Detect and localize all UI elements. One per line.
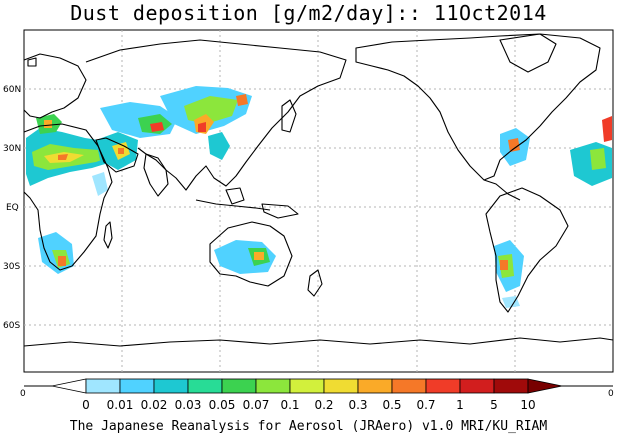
dust-kalahari-core: [58, 256, 66, 266]
latitude-labels: 60N 30N EQ 30S 60S: [3, 85, 21, 331]
colorbar-tick-label: 0.1: [280, 398, 299, 412]
coast-arabia: [95, 137, 139, 173]
coast-indonesia: [195, 199, 271, 211]
colorbar-tick-label: 0.2: [314, 398, 333, 412]
dust-field: [26, 86, 612, 308]
colorbar-left-end-label: 0: [20, 389, 26, 399]
dust-mongolia-core: [236, 94, 248, 106]
colorbar-tick-label: 0.5: [382, 398, 401, 412]
colorbar-swatch: [425, 378, 461, 394]
colorbar-tick-label: 0.3: [348, 398, 367, 412]
colorbar-tick-label: 0.01: [107, 398, 134, 412]
dust-gobi-mid: [184, 96, 238, 124]
dust-usa-core: [508, 138, 520, 152]
colorbar-swatch: [221, 378, 257, 394]
colorbar-swatch: [119, 378, 155, 394]
dust-atlantic-core: [590, 148, 606, 170]
dust-sahara-peak: [58, 154, 68, 160]
dust-patagonia-core: [500, 260, 508, 270]
colorbar: 0 0 0 0.01 0.02 0.03 0.05 0.07 0.1 0.2 0.3 0.5 0.7…: [20, 378, 614, 412]
coast-greenland: [499, 33, 557, 73]
coast-new-zealand: [307, 269, 323, 297]
colorbar-tick-label: 10: [520, 398, 535, 412]
coast-antarctica: [23, 337, 614, 347]
dust-australia-core: [254, 252, 264, 260]
footer-credit: The Japanese Reanalysis for Aerosol (JRA…: [69, 419, 548, 434]
lat-label-60s: 60S: [3, 321, 20, 331]
coastlines: [23, 33, 614, 347]
coast-india: [143, 153, 169, 197]
colorbar-tick-label: 0: [82, 398, 90, 412]
dust-east-africa: [92, 172, 108, 196]
dust-arabia-peak: [118, 148, 124, 154]
colorbar-tick-label: 0.03: [175, 398, 202, 412]
colorbar-tick-label: 0.7: [416, 398, 435, 412]
colorbar-swatch: [391, 378, 427, 394]
dust-nw-africa-east-edge: [602, 116, 612, 142]
dust-deposition-map: 60N 30N EQ 30S 60S: [3, 29, 614, 373]
colorbar-tick-label: 0.02: [141, 398, 168, 412]
colorbar-swatch: [527, 378, 563, 394]
colorbar-swatch: [187, 378, 223, 394]
coast-africa: [23, 123, 113, 271]
coast-central-america: [483, 179, 521, 201]
colorbar-tick-labels: 0 0.01 0.02 0.03 0.05 0.07 0.1 0.2 0.3 0.5 0.7 1 5 10: [82, 398, 535, 412]
lat-label-60n: 60N: [3, 85, 21, 95]
colorbar-swatch: [51, 378, 87, 394]
coast-iceland: [27, 57, 37, 67]
colorbar-swatch: [493, 378, 529, 394]
lat-label-eq: EQ: [6, 203, 19, 213]
coast-madagascar: [103, 221, 113, 249]
colorbar-swatch: [255, 378, 291, 394]
colorbar-tick-label: 5: [490, 398, 498, 412]
dust-central-asia-core: [150, 122, 164, 132]
coast-north-america: [355, 33, 601, 181]
colorbar-tick-label: 0.07: [243, 398, 270, 412]
colorbar-swatch: [323, 378, 359, 394]
colorbar-tick-label: 1: [456, 398, 464, 412]
colorbar-swatch: [153, 378, 189, 394]
lat-label-30n: 30N: [3, 144, 21, 154]
colorbar-tick-label: 0.05: [209, 398, 236, 412]
coast-japan: [281, 99, 297, 133]
coast-europe: [23, 53, 87, 119]
coast-eurasia: [85, 39, 347, 191]
map-title: Dust deposition [g/m2/day]:: 11Oct2014: [70, 1, 547, 25]
colorbar-swatch: [289, 378, 325, 394]
colorbar-boxes: [51, 378, 563, 394]
coast-south-america: [485, 187, 569, 313]
colorbar-swatch: [459, 378, 495, 394]
colorbar-swatch: [85, 378, 121, 394]
dust-china-east: [208, 132, 230, 160]
colorbar-right-end-label: 0: [608, 389, 614, 399]
colorbar-swatch: [357, 378, 393, 394]
lat-label-30s: 30S: [3, 262, 20, 272]
coast-borneo: [225, 187, 245, 205]
coast-australia: [209, 221, 293, 287]
dust-gobi-peak: [198, 122, 206, 132]
coast-new-guinea: [261, 203, 299, 219]
dust-nw-africa-core: [44, 120, 52, 128]
